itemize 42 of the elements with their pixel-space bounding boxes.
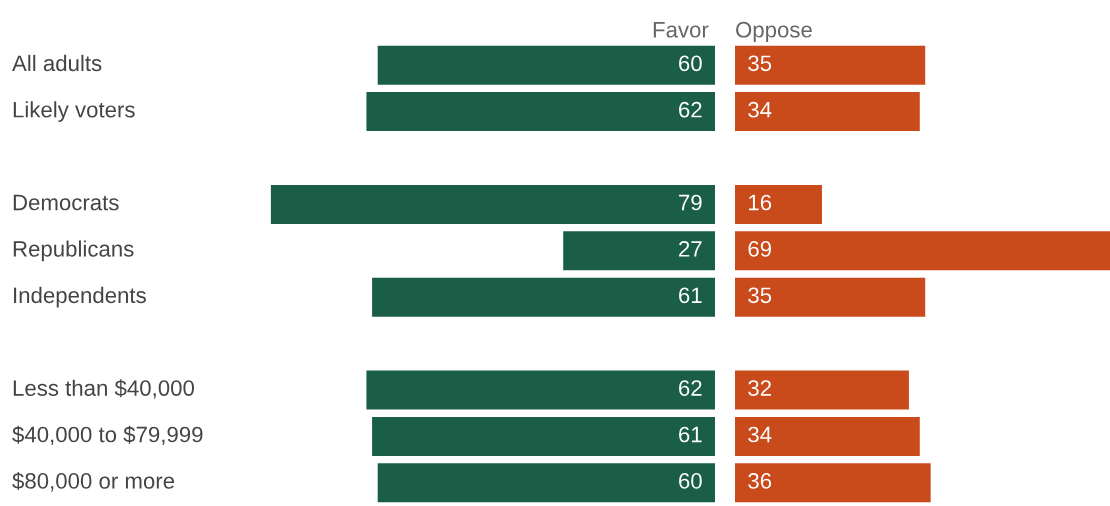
data-label: 34 [748, 101, 772, 118]
series-label: Oppose [736, 21, 812, 42]
series-label: Favor [653, 22, 709, 38]
data-label: 16 [749, 194, 772, 211]
bar [366, 92, 715, 132]
bar [735, 370, 909, 410]
data-label: 69 [748, 241, 772, 257]
bar [735, 92, 920, 132]
bar [377, 45, 715, 85]
bar [735, 45, 926, 85]
data-label: 34 [748, 426, 772, 443]
data-label: 62 [679, 380, 702, 396]
y-tick-label: Less than $40,000 [13, 379, 194, 399]
bar [270, 184, 715, 224]
y-tick-label: Independents [14, 286, 146, 308]
bar [372, 277, 715, 317]
bar [735, 231, 1110, 271]
y-tick-label: Likely voters [13, 101, 135, 122]
y-tick-label: $40,000 to $79,999 [12, 425, 203, 445]
y-tick-label: $80,000 or more [12, 472, 175, 492]
y-tick-label: Democrats [13, 194, 119, 211]
data-label: 35 [748, 287, 772, 304]
data-label: 61 [679, 287, 702, 304]
y-tick-label: Republicans [13, 240, 134, 262]
data-label: 62 [679, 101, 702, 118]
data-label: 79 [679, 194, 702, 211]
bar [735, 277, 926, 317]
data-label: 27 [679, 241, 702, 257]
data-label: 35 [748, 55, 772, 72]
data-label: 32 [748, 380, 771, 396]
bar [372, 416, 715, 456]
bar [366, 370, 715, 410]
y-tick-label: All adults [12, 54, 102, 72]
bar [377, 463, 715, 503]
bar [563, 231, 715, 271]
data-label: 36 [748, 473, 772, 489]
bar [735, 463, 931, 503]
bar [735, 416, 920, 456]
bar [735, 184, 822, 224]
data-label: 60 [679, 55, 702, 72]
data-label: 61 [679, 426, 702, 443]
data-label: 60 [679, 473, 702, 489]
